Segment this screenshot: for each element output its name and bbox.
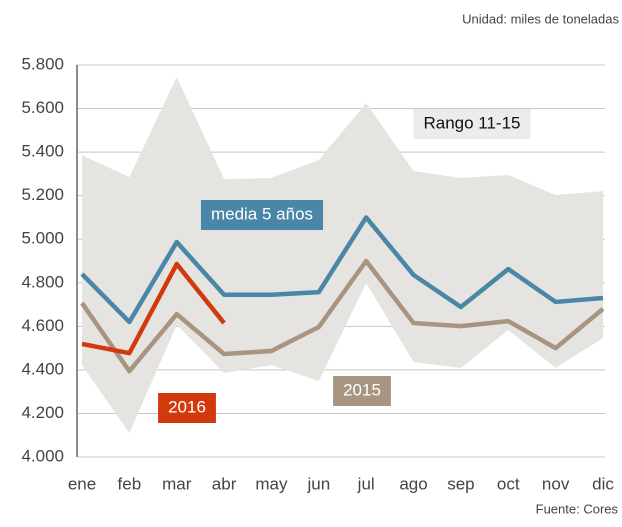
legend-label-box — [333, 376, 391, 406]
series-line — [81, 261, 226, 356]
x-tick-label: feb — [118, 474, 142, 493]
x-tick-label: dic — [592, 474, 614, 493]
y-tick-label: 4.800 — [21, 272, 64, 291]
x-tick-label: mar — [162, 474, 192, 493]
y-tick-label: 5.200 — [21, 185, 64, 204]
y-tick-label: 4.000 — [21, 446, 64, 465]
x-tick-label: jul — [357, 474, 375, 493]
legend-label-box — [200, 200, 324, 230]
y-tick-label: 4.400 — [21, 359, 64, 378]
legend-label: media 5 años — [211, 204, 313, 223]
y-tick-label: 5.600 — [21, 98, 64, 117]
unit-note: Unidad: miles de toneladas — [462, 11, 619, 26]
legend-label: 2016 — [168, 397, 206, 416]
y-tick-label: 4.600 — [21, 316, 64, 335]
series-line — [80, 215, 604, 325]
legend-label: 2015 — [343, 380, 381, 399]
y-tick-label: 4.200 — [21, 403, 64, 422]
x-tick-label: may — [255, 474, 288, 493]
x-tick-label: ago — [399, 474, 427, 493]
y-tick-label: 5.400 — [21, 142, 64, 161]
legend-label: Rango 11-15 — [423, 113, 520, 132]
series-line — [80, 258, 605, 374]
x-tick-label: abr — [212, 474, 237, 493]
legend-label-box — [413, 109, 531, 139]
legend-label-box — [158, 393, 216, 423]
source-note: Fuente: Cores — [536, 501, 619, 516]
x-tick-label: oct — [497, 474, 520, 493]
x-tick-label: jun — [306, 474, 330, 493]
y-tick-label: 5.000 — [21, 229, 64, 248]
y-tick-label: 5.800 — [21, 54, 64, 73]
x-tick-label: nov — [542, 474, 570, 493]
x-tick-label: sep — [447, 474, 474, 493]
x-tick-label: ene — [68, 474, 96, 493]
